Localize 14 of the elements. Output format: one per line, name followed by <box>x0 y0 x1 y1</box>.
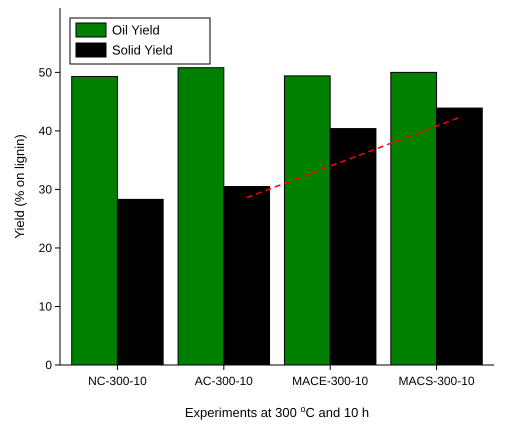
y-tick-label: 0 <box>45 358 52 372</box>
x-tick-label: AC-300-10 <box>194 374 254 388</box>
y-tick-label: 20 <box>38 241 52 256</box>
y-tick-label: 30 <box>38 182 52 197</box>
y-tick-label: 50 <box>38 66 52 80</box>
x-tick-label: MACE-300-10 <box>292 374 369 388</box>
x-axis-title: Experiments at 300 $^{o}$C and 10 h <box>184 404 370 420</box>
y-axis-title: Yield (% on lignin) <box>12 134 27 239</box>
legend-label: Solid Yield <box>112 42 173 58</box>
x-tick-label: MACS-300-10 <box>398 374 475 388</box>
y-tick-label: 40 <box>38 124 52 138</box>
y-tick-label: 10 <box>38 300 52 314</box>
x-tick-label: NC-300-10 <box>88 374 148 388</box>
legend-label: Oil Yield <box>112 22 160 38</box>
